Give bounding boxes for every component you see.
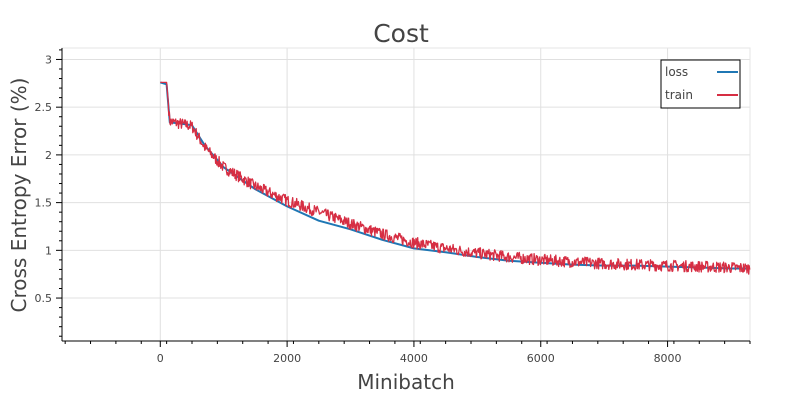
x-tick-label: 6000 xyxy=(527,352,555,365)
plot-frame xyxy=(61,47,751,342)
grid xyxy=(62,48,750,341)
legend-box xyxy=(660,59,741,109)
x-tick-label: 4000 xyxy=(400,352,428,365)
x-tick-label: 2000 xyxy=(273,352,301,365)
legend: loss train xyxy=(660,59,741,109)
x-tick-label: 0 xyxy=(157,352,164,365)
series-line-loss xyxy=(160,81,750,270)
y-tick-label: 3 xyxy=(45,53,52,66)
y-tick-label: 1.5 xyxy=(35,197,53,210)
x-axis: 0 2000 4000 6000 8000 xyxy=(62,340,751,365)
y-axis-label: Cross Entropy Error (%) xyxy=(7,78,31,313)
y-tick-label: 0.5 xyxy=(35,292,53,305)
y-tick-label: 2.5 xyxy=(35,101,53,114)
x-tick-label: 8000 xyxy=(654,352,682,365)
series-line-train xyxy=(160,81,751,275)
legend-label-train: train xyxy=(665,88,693,102)
series-layer xyxy=(160,81,751,275)
y-axis: 0.5 1 1.5 2 2.5 3 xyxy=(35,48,63,341)
chart-title: Cost xyxy=(373,19,429,48)
y-tick-label: 1 xyxy=(45,244,52,257)
legend-label-loss: loss xyxy=(665,65,688,79)
x-axis-label: Minibatch xyxy=(357,370,455,394)
y-tick-label: 2 xyxy=(45,149,52,162)
